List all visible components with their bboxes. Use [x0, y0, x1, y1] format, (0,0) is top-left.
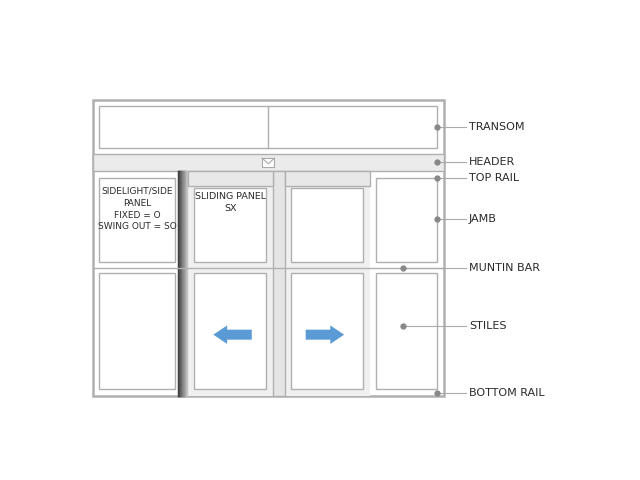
FancyArrow shape — [306, 325, 344, 344]
Bar — [93, 100, 444, 396]
Bar — [188, 171, 273, 396]
Text: STILES: STILES — [469, 321, 506, 331]
Text: SLIDING PANEL
SX: SLIDING PANEL SX — [195, 192, 266, 213]
Bar — [99, 106, 437, 148]
Bar — [188, 171, 273, 186]
Bar — [376, 178, 437, 263]
Bar — [376, 273, 437, 389]
Text: SIDELIGHT/SIDE
PANEL
FIXED = O
SWING OUT = SO: SIDELIGHT/SIDE PANEL FIXED = O SWING OUT… — [98, 187, 177, 231]
Bar — [99, 178, 175, 263]
Text: TRANSOM: TRANSOM — [469, 122, 524, 132]
Bar — [285, 171, 369, 396]
Text: TOP RAIL: TOP RAIL — [469, 173, 519, 183]
Bar — [262, 158, 275, 167]
Text: MUNTIN BAR: MUNTIN BAR — [469, 263, 540, 273]
FancyArrow shape — [213, 325, 252, 344]
Text: JAMB: JAMB — [469, 214, 497, 224]
Bar — [194, 273, 266, 389]
Text: BOTTOM RAIL: BOTTOM RAIL — [469, 388, 545, 398]
Bar — [273, 171, 285, 396]
Bar — [194, 188, 266, 263]
Bar — [93, 154, 444, 171]
Bar — [291, 188, 364, 263]
Bar — [99, 273, 175, 389]
Text: HEADER: HEADER — [469, 157, 515, 168]
Bar — [285, 171, 369, 186]
Bar — [291, 273, 364, 389]
